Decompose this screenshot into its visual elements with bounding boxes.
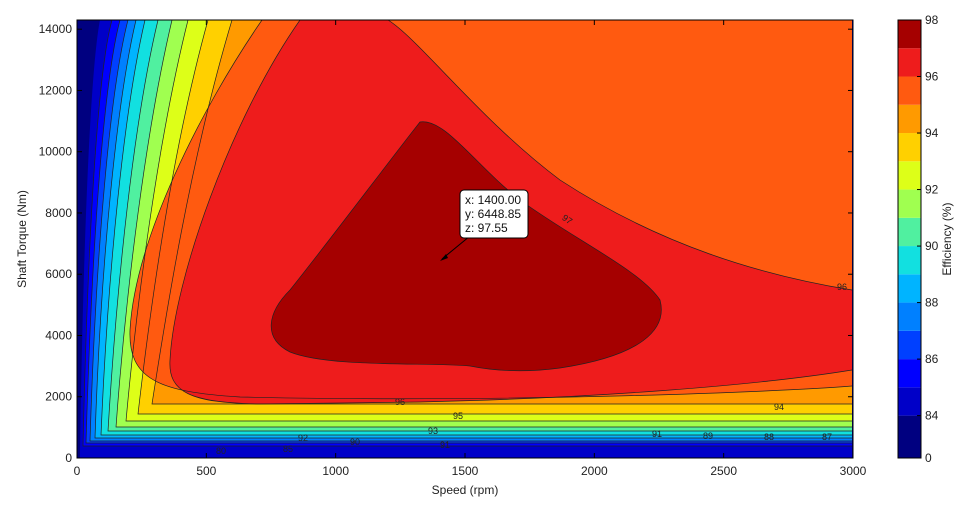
datatip[interactable]: x: 1400.00 y: 6448.85 z: 97.55 [440,189,529,261]
datatip-z: z: 97.55 [465,221,508,235]
x-tick-label: 1000 [322,464,349,478]
colorbar-band [898,246,921,275]
contour-line-96 [169,20,853,405]
contour-line-95 [129,20,853,400]
colorbar-band [898,104,921,134]
colorbar-frame [897,19,922,459]
contour-line-90 [107,20,852,432]
contour-line-97 [270,121,662,372]
contour-lines [82,20,853,447]
x-tick-label: 1500 [452,464,479,478]
colorbar-tick-label: 92 [925,183,939,197]
y-tick-label: 0 [65,451,72,465]
contour-label: 88 [764,432,774,442]
colorbar-band [898,161,921,190]
contour-label: 97 [560,212,574,226]
contour-line-96-top [387,20,853,291]
contour-line-87 [89,20,852,442]
contour-label: 89 [703,431,713,441]
contour-label: 93 [428,426,438,436]
colorbar-tick-label: 98 [925,13,939,27]
y-tick-label: 2000 [45,390,72,404]
colorbar-band [898,48,921,77]
contour-label: 94 [774,402,784,412]
contour-label: 80 [216,446,226,456]
colorbar-tick-label: 90 [925,239,939,253]
colorbar: 84 86 88 90 92 94 96 98 0 [897,13,939,465]
colorbar-tick-label: 96 [925,70,939,84]
datatip-pointer [441,235,471,260]
contour-labels: 80 85 90 91 92 93 95 96 96 97 94 91 89 8… [216,212,847,456]
colorbar-tick-label: 94 [925,126,939,140]
colorbar-band [898,76,921,105]
colorbar-tick-label: 86 [925,352,939,366]
colorbar-band [898,189,921,218]
contour-line-89 [100,20,852,436]
contour-label: 92 [298,433,308,443]
datatip-box [459,189,529,239]
colorbar-band [898,330,921,360]
x-tick-label: 2500 [710,464,737,478]
x-tick-label: 2000 [581,464,608,478]
contour-label: 85 [283,444,293,454]
contour-label: 95 [453,411,463,421]
contour-label: 91 [652,429,662,439]
x-axis-label: Speed (rpm) [432,483,499,497]
contour-label: 96 [395,397,405,407]
contour-line-92 [125,20,852,422]
colorbar-band [898,133,921,162]
colorbar-band [898,415,921,458]
contour-label: 90 [350,437,360,447]
colorbar-band [898,217,921,247]
contour-line-85 [82,20,852,447]
x-axis: 0 500 1000 1500 2000 2500 3000 [74,20,867,478]
contour-line-86 [85,20,852,444]
datatip-x: x: 1400.00 [465,193,521,207]
colorbar-band [898,359,921,388]
contour-bands [80,20,853,458]
x-tick-label: 0 [74,464,81,478]
datatip-arrowhead [440,254,448,261]
x-tick-label: 3000 [840,464,867,478]
contour-label: 91 [440,440,450,450]
contour-line-94 [151,20,852,405]
colorbar-tick-label: 0 [925,451,932,465]
y-axis-label: Shaft Torque (Nm) [15,190,29,288]
band-97 [271,121,662,371]
contour-line-93 [137,20,852,415]
contour-line-88 [94,20,852,439]
y-tick-label: 10000 [39,145,73,159]
x-tick-label: 500 [196,464,216,478]
contour-label: 87 [822,432,832,442]
colorbar-band [898,20,921,49]
y-tick-label: 14000 [39,22,73,36]
colorbar-band [898,302,921,331]
y-tick-label: 4000 [45,328,72,342]
contour-label: 96 [837,282,847,292]
colorbar-label: Efficiency (%) [940,202,954,275]
y-tick-label: 6000 [45,267,72,281]
colorbar-band [898,274,921,303]
colorbar-tick-label: 88 [925,296,939,310]
contour-line-91 [115,20,852,428]
y-tick-label: 8000 [45,206,72,220]
colorbar-band [898,387,921,416]
datatip-y: y: 6448.85 [465,207,521,221]
colorbar-tick-label: 84 [925,409,939,423]
y-tick-label: 12000 [39,83,73,97]
y-axis: 0 2000 4000 6000 8000 10000 12000 14000 [39,22,853,465]
